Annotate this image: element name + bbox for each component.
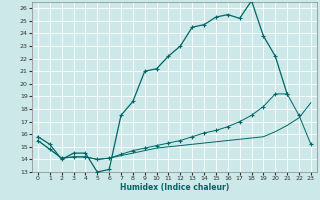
X-axis label: Humidex (Indice chaleur): Humidex (Indice chaleur) [120, 183, 229, 192]
